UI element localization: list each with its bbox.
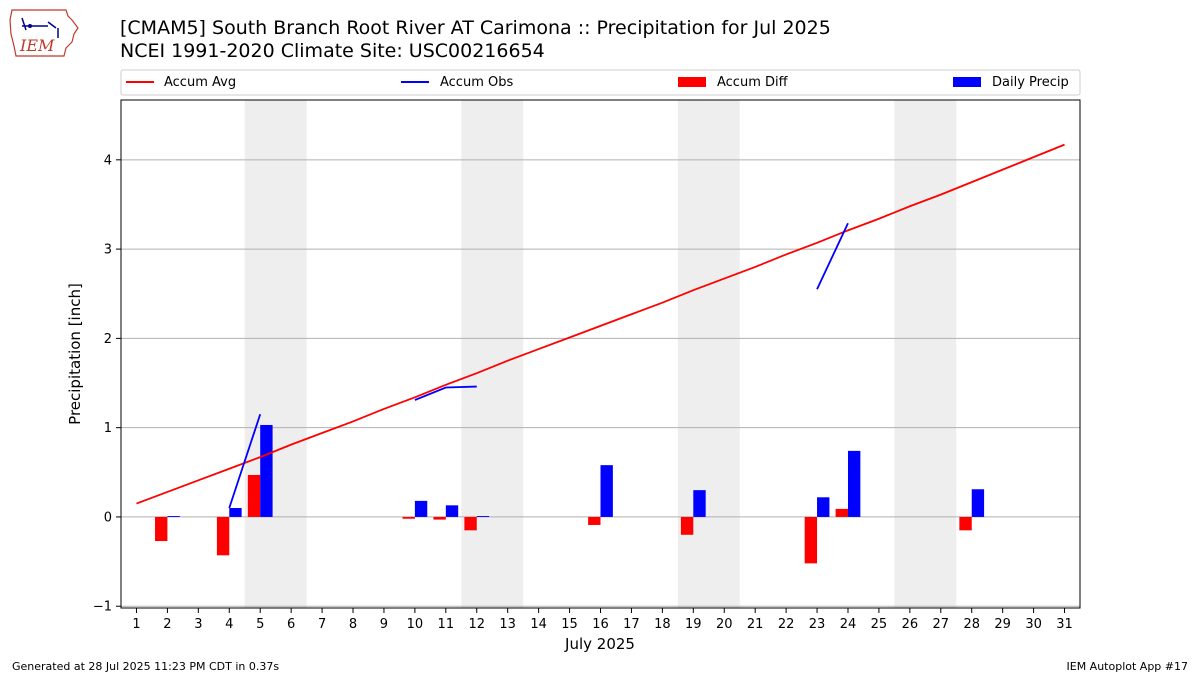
logo-text: IEM [19,36,55,55]
x-tick-label: 19 [685,617,702,632]
x-tick-label: 17 [623,617,640,632]
accum-diff-bar [247,474,261,517]
x-tick-label: 26 [902,617,919,632]
weekend-band [894,100,957,608]
x-tick-label: 2 [163,617,171,632]
x-tick-label: 23 [809,617,826,632]
x-tick-label: 31 [1056,617,1073,632]
y-tick-label: 0 [104,510,112,525]
x-tick-label: 29 [994,617,1011,632]
x-tick-label: 22 [778,617,795,632]
accum-diff-bar [433,516,446,520]
daily-precip-bar [445,505,459,517]
legend-swatch-daily-precip [953,77,981,87]
weekend-band [461,100,524,608]
accum-diff-bar [402,516,415,519]
legend-label-accum-diff: Accum Diff [717,75,789,90]
x-tick-label: 8 [349,617,357,632]
wind-vane-icon [21,17,59,38]
accum-diff-bar [155,516,168,542]
y-tick-label: 3 [104,243,112,258]
legend-label-daily-precip: Daily Precip [992,75,1069,90]
daily-precip-bar [229,508,242,517]
chart-subtitle: NCEI 1991-2020 Climate Site: USC00216654 [120,40,545,62]
daily-precip-bar [167,516,180,517]
y-tick-label: 2 [104,332,112,347]
x-tick-label: 5 [256,617,264,632]
x-tick-label: 20 [716,617,733,632]
accum-diff-bar [835,508,848,517]
accum-obs-line [228,413,262,509]
legend-box [120,69,1081,96]
x-tick-label: 16 [592,617,609,632]
x-tick-label: 4 [225,617,233,632]
bars [155,424,985,564]
accum-diff-bar [464,516,477,531]
accum-diff-bar [959,516,972,531]
x-tick-label: 27 [933,617,950,632]
y-axis-label: Precipitation [inch] [66,283,84,425]
accum-diff-bar [804,516,818,564]
x-tick-label: 28 [963,617,980,632]
iem-logo: IEM [9,9,79,57]
x-tick-label: 12 [468,617,485,632]
footer-app-text: IEM Autoplot App #17 [1066,660,1189,673]
y-tick-label: −1 [93,600,112,615]
weekend-shading [244,100,957,608]
daily-precip-bar [847,450,861,517]
y-tick-label: 4 [104,153,112,168]
x-tick-label: 11 [438,617,455,632]
accum-diff-bar [216,516,230,556]
daily-precip-bar [414,500,428,517]
iowa-state-outline-icon [9,9,79,57]
daily-precip-bar [476,516,490,517]
accum-obs-line [816,222,849,290]
legend-label-accum-avg: Accum Avg [164,75,236,90]
x-tick-label: 6 [287,617,295,632]
x-tick-label: 14 [530,617,547,632]
legend-swatch-accum-diff [678,77,706,87]
x-axis-label: July 2025 [564,635,635,653]
x-tick-label: 15 [561,617,578,632]
daily-precip-bar [600,465,613,517]
footer-generated-text: Generated at 28 Jul 2025 11:23 PM CDT in… [12,660,280,673]
x-tick-label: 30 [1025,617,1042,632]
x-tick-label: 21 [747,617,764,632]
x-tick-label: 1 [132,617,140,632]
x-tick-label: 9 [380,617,388,632]
y-tick-label: 1 [104,421,112,436]
accum-obs-line [414,385,477,401]
legend: Accum Avg Accum Obs Accum Diff Daily Pre… [120,69,1081,96]
x-tick-label: 10 [407,617,424,632]
accum-diff-bar [680,516,694,535]
chart-title: [CMAM5] South Branch Root River AT Carim… [120,17,831,39]
x-tick-label: 7 [318,617,326,632]
daily-precip-bar [971,489,985,517]
x-tick-label: 3 [194,617,202,632]
legend-label-accum-obs: Accum Obs [440,75,513,90]
x-tick-label: 25 [871,617,888,632]
daily-precip-bar [260,424,273,517]
x-tick-label: 18 [654,617,671,632]
accum-avg-line [136,143,1065,505]
daily-precip-bar [693,490,706,517]
x-tick-label: 13 [499,617,516,632]
accum-diff-bar [588,516,601,525]
daily-precip-bar [817,497,830,517]
x-tick-label: 24 [840,617,857,632]
weekend-band [244,100,307,608]
series-lines [136,143,1065,509]
